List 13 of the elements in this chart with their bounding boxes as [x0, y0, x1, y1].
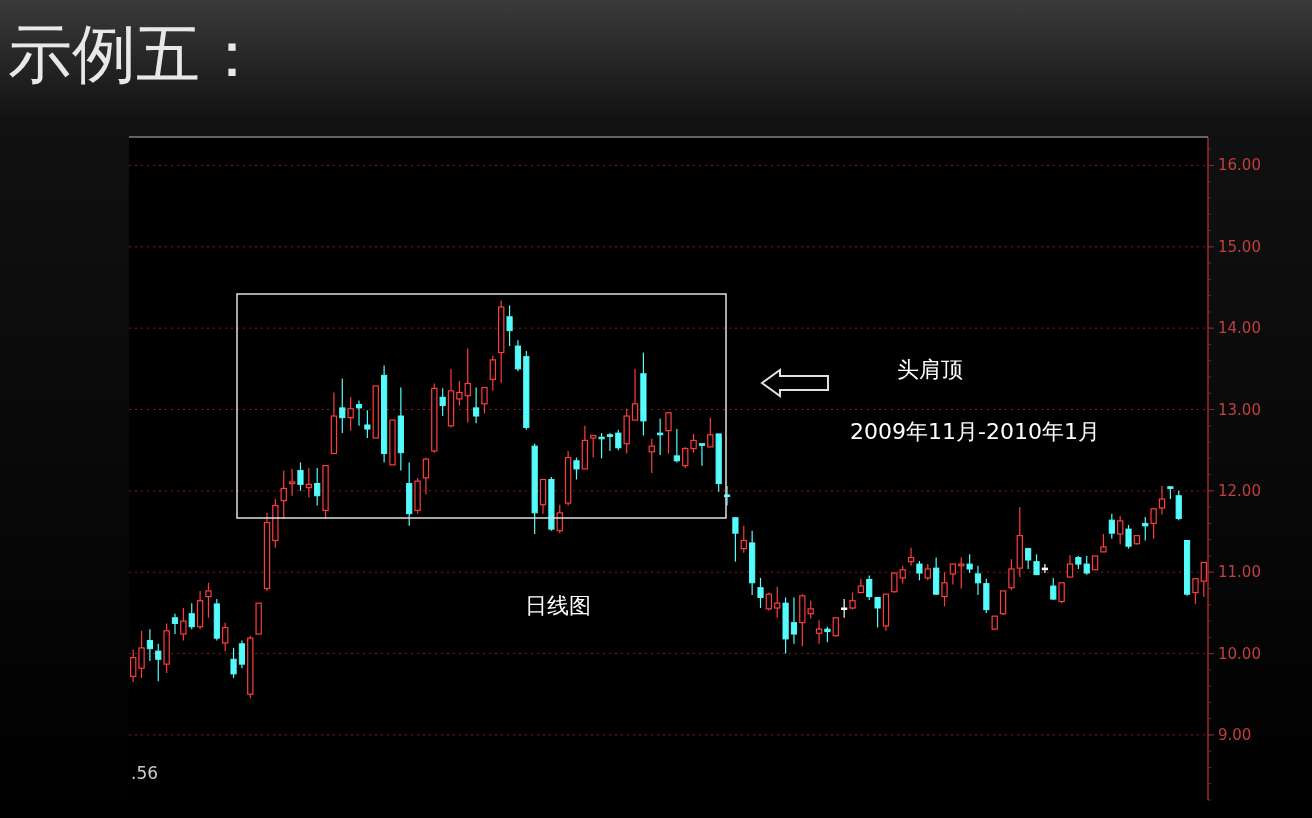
- y-tick-label: 14.00: [1218, 319, 1261, 338]
- annotation: 日线图: [525, 593, 591, 618]
- y-tick-label: 10.00: [1218, 644, 1261, 663]
- y-tick-label: 13.00: [1218, 400, 1261, 419]
- y-tick-label: 15.00: [1218, 237, 1261, 256]
- y-tick-label: 9.00: [1218, 725, 1252, 744]
- y-tick-label: 16.00: [1218, 156, 1261, 175]
- annotation: 2009年11月-2010年1月: [850, 419, 1100, 444]
- annotation: .56: [131, 763, 159, 783]
- annotation: 头肩顶: [897, 357, 963, 382]
- y-tick-label: 12.00: [1218, 481, 1261, 500]
- y-tick-label: 11.00: [1218, 563, 1261, 582]
- title: 示例五：: [8, 17, 264, 91]
